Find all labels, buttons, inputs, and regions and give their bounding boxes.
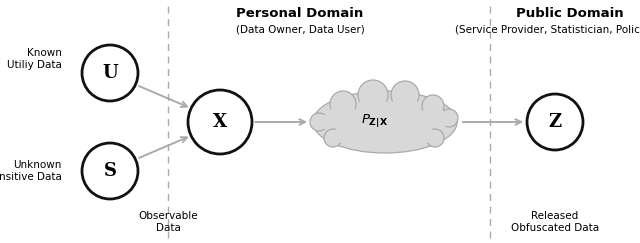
Ellipse shape bbox=[391, 96, 419, 116]
Ellipse shape bbox=[310, 113, 328, 131]
Ellipse shape bbox=[440, 109, 458, 127]
Ellipse shape bbox=[358, 96, 388, 116]
Ellipse shape bbox=[421, 129, 437, 143]
Ellipse shape bbox=[426, 129, 444, 147]
Ellipse shape bbox=[422, 95, 444, 117]
Text: $P_{\mathbf{Z|X}}$: $P_{\mathbf{Z|X}}$ bbox=[362, 112, 388, 129]
Text: Observable
Data: Observable Data bbox=[138, 211, 198, 233]
Ellipse shape bbox=[313, 91, 457, 153]
Ellipse shape bbox=[318, 115, 332, 129]
Ellipse shape bbox=[422, 105, 444, 123]
Ellipse shape bbox=[330, 91, 356, 117]
Text: Known
Utiliy Data: Known Utiliy Data bbox=[7, 48, 62, 70]
Ellipse shape bbox=[324, 129, 342, 147]
Ellipse shape bbox=[436, 113, 450, 127]
Text: (Data Owner, Data User): (Data Owner, Data User) bbox=[236, 25, 364, 35]
Ellipse shape bbox=[331, 129, 347, 143]
Text: X: X bbox=[213, 113, 227, 131]
Ellipse shape bbox=[330, 102, 356, 122]
Text: S: S bbox=[104, 162, 116, 180]
Text: Personal Domain: Personal Domain bbox=[236, 7, 364, 20]
Ellipse shape bbox=[82, 45, 138, 101]
Ellipse shape bbox=[358, 80, 388, 110]
Text: Unknown
Sensitive Data: Unknown Sensitive Data bbox=[0, 160, 62, 182]
Text: Released
Obfuscated Data: Released Obfuscated Data bbox=[511, 211, 599, 233]
Ellipse shape bbox=[391, 81, 419, 109]
Ellipse shape bbox=[188, 90, 252, 154]
Text: U: U bbox=[102, 64, 118, 82]
Text: Public Domain: Public Domain bbox=[516, 7, 624, 20]
Ellipse shape bbox=[82, 143, 138, 199]
Text: (Service Provider, Statistician, Policy Maker): (Service Provider, Statistician, Policy … bbox=[455, 25, 640, 35]
Text: Z: Z bbox=[548, 113, 561, 131]
Ellipse shape bbox=[527, 94, 583, 150]
